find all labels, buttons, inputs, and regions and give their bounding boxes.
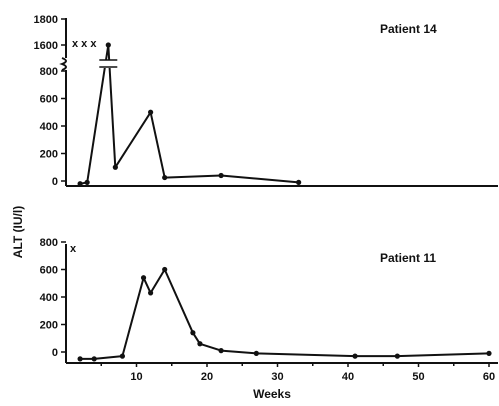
y-tick-label: 800 (40, 237, 58, 249)
y-tick-label: 200 (40, 149, 58, 161)
y-tick-label: 200 (40, 320, 58, 332)
data-point (148, 109, 154, 115)
data-point (77, 356, 83, 362)
data-point (105, 42, 111, 48)
data-point (77, 181, 83, 187)
series-line (80, 268, 490, 360)
data-point (91, 356, 97, 362)
data-point (486, 350, 492, 356)
data-point (394, 353, 400, 359)
x-tick-label: 40 (342, 371, 354, 383)
panel-title: Patient 14 (380, 22, 437, 36)
y-tick-label: 400 (40, 121, 58, 133)
data-point (197, 341, 203, 347)
break-gap (100, 60, 117, 68)
marker-text: x (70, 243, 77, 255)
y-tick-label: 0 (52, 176, 58, 188)
data-point (296, 179, 302, 185)
y-tick-label: 1600 (34, 40, 58, 52)
data-point (140, 275, 147, 281)
data-point (253, 350, 259, 356)
data-point (119, 353, 125, 359)
data-point (352, 353, 358, 359)
y-tick-label: 600 (40, 94, 58, 106)
data-point (148, 290, 154, 296)
x-tick-label: 10 (130, 371, 142, 383)
x-tick-label: 30 (271, 371, 283, 383)
data-point (218, 172, 224, 179)
panel-patient-14: x x x Patient 14 0 200 400 600 800 1600 1800 (34, 14, 498, 188)
y-tick-label: 1800 (34, 14, 58, 26)
y-tick-label: 400 (40, 292, 58, 304)
y-tick-label: 800 (40, 66, 58, 78)
x-axis-label: Weeks (253, 387, 291, 401)
data-point (162, 174, 168, 181)
panel-patient-11: x Patient 11 Weeks 0 200 400 600 800 10 20 30 40… (40, 237, 498, 401)
axis-break-mark (59, 57, 67, 71)
data-point (84, 179, 90, 185)
marker-text: x x x (72, 38, 97, 50)
y-axis-label: ALT (IU/l) (11, 206, 25, 258)
x-tick-label: 20 (201, 371, 213, 383)
data-point (218, 348, 224, 354)
x-tick-label: 60 (483, 371, 495, 383)
data-point (112, 164, 118, 170)
x-tick-label: 50 (412, 371, 424, 383)
data-point (162, 266, 168, 273)
data-point (190, 330, 196, 336)
series-line (79, 44, 299, 185)
y-tick-label: 600 (40, 265, 58, 277)
panel-title: Patient 11 (380, 251, 436, 265)
y-tick-label: 0 (52, 347, 58, 359)
